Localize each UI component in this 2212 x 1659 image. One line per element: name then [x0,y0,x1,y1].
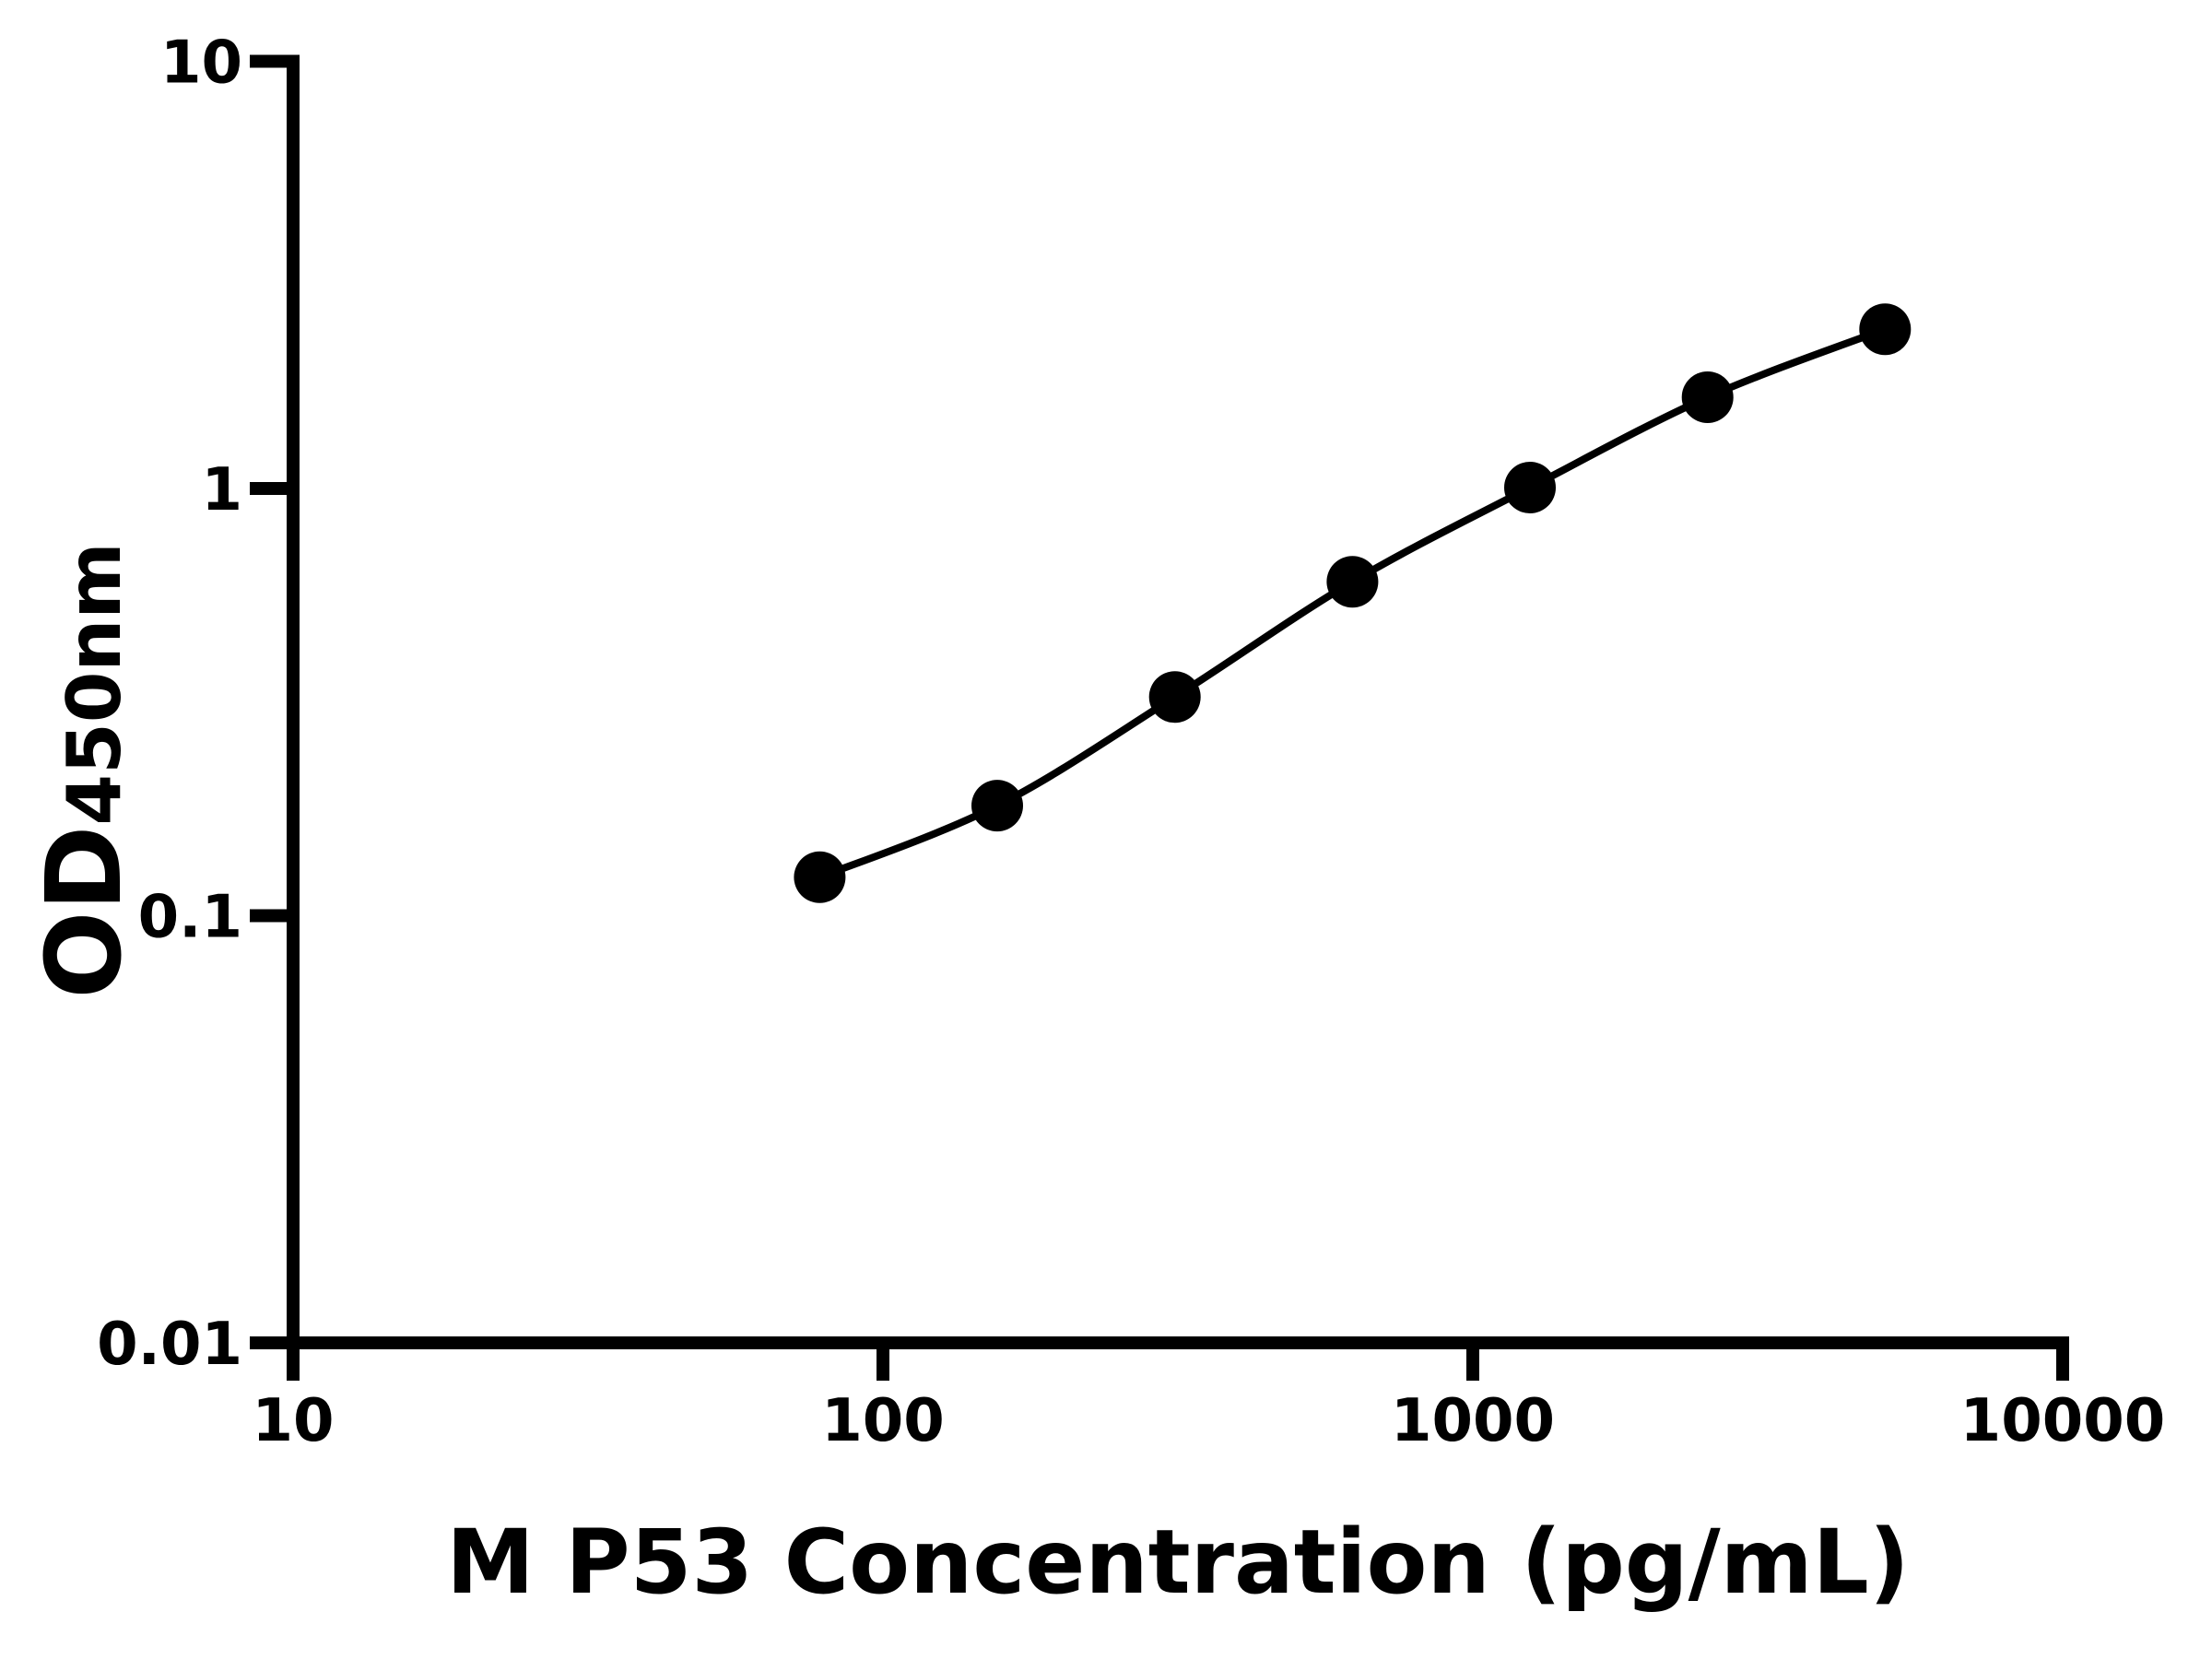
data-point-marker [1326,556,1379,608]
y-axis-title-subscript: 450nm [52,542,137,826]
data-point-marker [971,780,1023,832]
y-axis-title-main: OD [25,825,145,999]
x-axis-title: M P53 Concentration (pg/mL) [293,1510,2063,1616]
x-tick-label: 100 [821,1387,945,1455]
data-point-marker [1504,462,1556,513]
x-tick-label: 10 [252,1387,334,1455]
data-point-marker [1859,303,1912,356]
y-axis-title: OD450nm [0,494,184,1047]
y-tick-label: 1 [201,456,242,524]
data-point-marker [1681,371,1734,423]
x-tick-label: 10000 [1960,1387,2166,1455]
data-point-marker [794,851,846,903]
y-tick-label: 0.01 [97,1311,242,1379]
y-tick-label: 0.1 [138,884,242,952]
y-tick-label: 10 [160,29,242,98]
x-axis-title-text: M P53 Concentration (pg/mL) [446,1511,1910,1614]
x-tick-label: 1000 [1391,1387,1555,1455]
data-point-marker [1148,671,1201,724]
